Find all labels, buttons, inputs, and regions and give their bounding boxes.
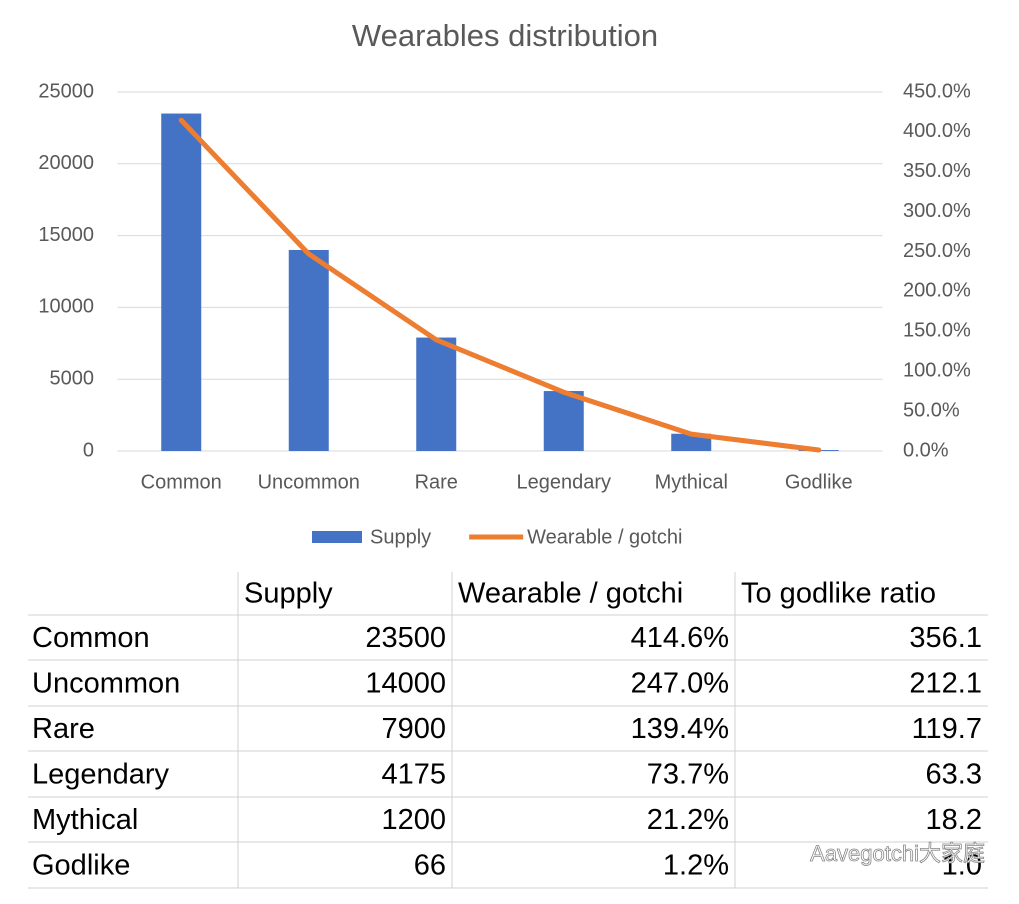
- y2-tick-label: 450.0%: [903, 80, 971, 102]
- x-tick-label: Legendary: [516, 471, 611, 493]
- y2-tick-label: 0.0%: [903, 439, 949, 461]
- watermark: Aavegotchi大家庭: [810, 841, 985, 866]
- y2-tick-label: 250.0%: [903, 240, 971, 262]
- table-cell: 73.7%: [647, 759, 729, 791]
- chart-title: Wearables distribution: [352, 18, 658, 53]
- y2-tick-label: 300.0%: [903, 200, 971, 222]
- row-label: Uncommon: [32, 668, 180, 700]
- y2-tick-label: 400.0%: [903, 120, 971, 142]
- table-cell: 14000: [365, 668, 446, 700]
- table-cell: 63.3: [926, 759, 982, 791]
- bar: [543, 391, 584, 451]
- legend-label: Wearable / gotchi: [527, 526, 682, 548]
- bar: [671, 433, 712, 451]
- y2-tick-label: 50.0%: [903, 399, 960, 421]
- row-label: Mythical: [32, 804, 138, 836]
- table-header: To godlike ratio: [741, 578, 936, 610]
- bar: [288, 249, 329, 451]
- x-tick-label: Common: [141, 471, 222, 493]
- y2-tick-label: 350.0%: [903, 160, 971, 182]
- table-cell: 139.4%: [631, 713, 729, 745]
- y-tick-label: 5000: [50, 367, 95, 389]
- table-cell: 21.2%: [647, 804, 729, 836]
- table: Supply Wearable / gotchi To godlike ratio C…: [28, 572, 988, 889]
- legend-swatch: [312, 531, 362, 543]
- row-label: Legendary: [32, 759, 170, 791]
- x-tick-label: Rare: [415, 471, 458, 493]
- row-label: Godlike: [32, 850, 130, 882]
- x-tick-label: Mythical: [655, 471, 728, 493]
- table-cell: 7900: [381, 713, 446, 745]
- table-cell: 414.6%: [631, 622, 729, 654]
- table-cell: 1.0: [942, 850, 982, 882]
- y-tick-label: 20000: [38, 152, 94, 174]
- table-header: Wearable / gotchi: [458, 578, 683, 610]
- x-tick-label: Godlike: [785, 471, 853, 493]
- bar: [161, 113, 202, 451]
- table-cell: 1200: [381, 804, 446, 836]
- table-cell: 1.2%: [663, 850, 729, 882]
- table-cell: 23500: [365, 622, 446, 654]
- y2-tick-label: 150.0%: [903, 320, 971, 342]
- y-tick-label: 15000: [38, 224, 94, 246]
- x-tick-label: Uncommon: [258, 471, 360, 493]
- legend-label: Supply: [370, 526, 431, 548]
- bar: [416, 337, 457, 451]
- table-cell: 119.7: [912, 713, 982, 745]
- table-cell: 356.1: [909, 622, 982, 654]
- y2-tick-label: 100.0%: [903, 360, 971, 382]
- table-cell: 212.1: [909, 668, 982, 700]
- row-label: Common: [32, 622, 150, 654]
- y-tick-label: 10000: [38, 296, 94, 318]
- table-cell: 247.0%: [631, 668, 729, 700]
- table-cell: 4175: [381, 759, 446, 791]
- table-header: Supply: [244, 578, 333, 610]
- row-label: Rare: [32, 713, 95, 745]
- table-cell: 18.2: [926, 804, 982, 836]
- y2-tick-label: 200.0%: [903, 280, 971, 302]
- table-cell: 66: [414, 850, 446, 882]
- line: [178, 117, 822, 453]
- y-tick-label: 25000: [38, 80, 94, 102]
- y-tick-label: 0: [83, 439, 94, 461]
